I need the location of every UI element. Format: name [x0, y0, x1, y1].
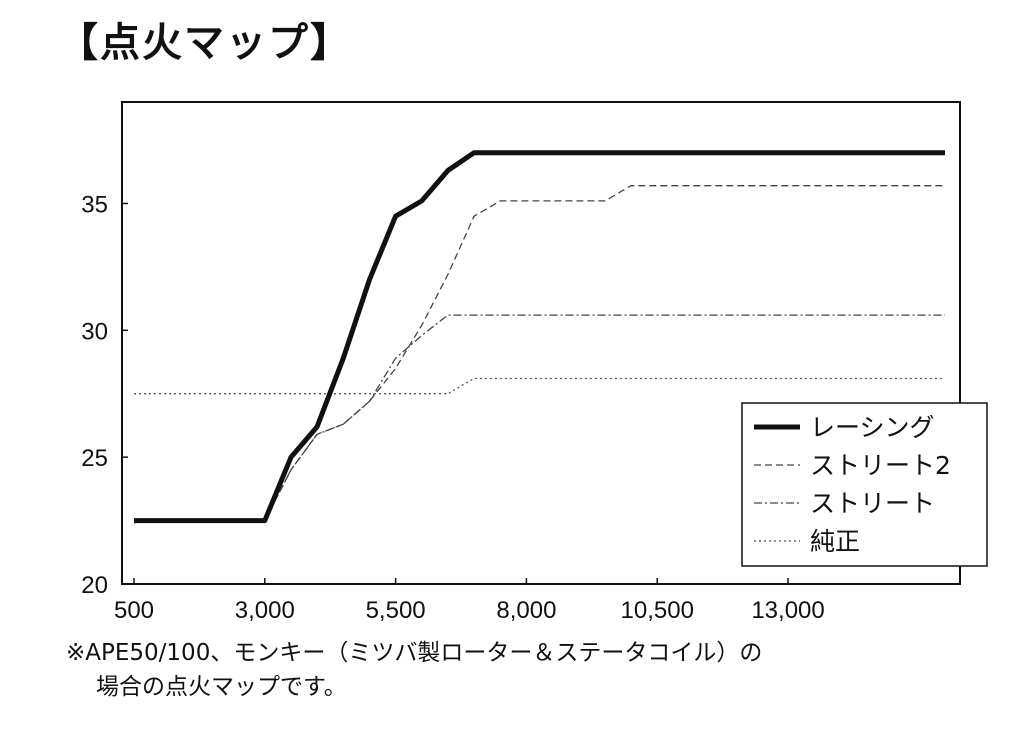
x-tick-label: 10,500 [621, 597, 694, 624]
series-line-1 [134, 150, 945, 524]
x-tick-label: 13,000 [751, 597, 824, 624]
plot-frame [121, 101, 961, 585]
legend-label: ストリート [810, 489, 935, 518]
x-tick-label: 5,500 [366, 597, 426, 624]
legend-label: 純正 [810, 527, 860, 556]
x-tick-label: 500 [114, 597, 154, 624]
x-tick-label: 8,000 [496, 597, 556, 624]
ignition-map-chart: 20 25 30 35 500 3,000 5,500 8,000 10,500 13,000 レー… [81, 101, 988, 624]
legend-label: レーシング [810, 413, 935, 442]
series-line-3 [264, 314, 945, 521]
legend-label: ストリート2 [810, 451, 951, 480]
y-tick-label: 30 [81, 318, 108, 345]
x-tick-label: 3,000 [235, 597, 295, 624]
footnote-line-2: 場合の点火マップです。 [96, 674, 347, 700]
footnote: ※APE50/100、モンキー（ミツバ製ローター＆ステータコイル）の 場合の点火… [66, 636, 762, 704]
y-tick-label: 25 [81, 445, 108, 472]
page-title: 【点火マップ】 [58, 20, 352, 66]
y-tick-label: 35 [81, 191, 108, 218]
y-tick-label: 20 [81, 572, 108, 599]
footnote-line-1: ※APE50/100、モンキー（ミツバ製ローター＆ステータコイル）の [66, 640, 763, 666]
series-line-4 [134, 377, 945, 395]
legend-box [741, 402, 988, 567]
